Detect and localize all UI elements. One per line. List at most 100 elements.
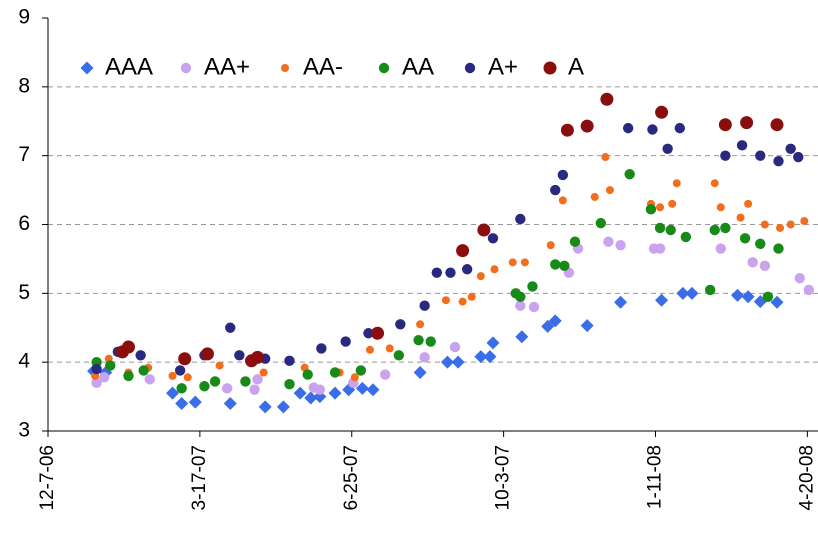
legend-label: AA- (303, 53, 343, 80)
point (461, 264, 473, 275)
point (477, 223, 491, 237)
point (558, 196, 567, 205)
point (515, 291, 526, 302)
point (595, 217, 607, 229)
point (284, 355, 295, 366)
point (487, 233, 499, 244)
point (284, 378, 295, 390)
series (115, 92, 784, 368)
y-tick-label: 7 (18, 143, 30, 166)
point (371, 326, 385, 340)
point (546, 241, 555, 250)
point (355, 365, 367, 376)
x-tick-label: 3-17-07 (189, 445, 210, 511)
point (773, 243, 784, 254)
point (580, 319, 594, 333)
point (425, 336, 436, 347)
series (87, 286, 784, 414)
point (508, 258, 517, 267)
x-tick-label: 1-11-08 (645, 445, 666, 509)
point (755, 150, 766, 161)
point (515, 330, 529, 344)
point (176, 383, 187, 394)
point (329, 367, 341, 378)
point (234, 350, 245, 361)
point (135, 350, 146, 361)
point (590, 192, 599, 201)
point (91, 363, 102, 375)
series (91, 122, 804, 376)
point (276, 400, 290, 414)
x-tick-label: 4-20-08 (796, 445, 817, 511)
point (413, 334, 424, 346)
point (98, 372, 110, 383)
point (770, 118, 784, 132)
point (385, 344, 394, 353)
point (209, 376, 221, 387)
point (614, 295, 628, 309)
point (178, 352, 192, 366)
point (760, 220, 769, 229)
point (548, 314, 562, 328)
point (680, 231, 692, 243)
legend-label: AA+ (204, 53, 250, 80)
point (776, 223, 785, 232)
legend-marker (281, 64, 289, 72)
point (168, 371, 177, 380)
point (731, 288, 745, 302)
point (304, 391, 318, 405)
point (759, 260, 771, 271)
point (603, 236, 614, 247)
point (645, 204, 657, 215)
point (474, 350, 488, 364)
point (363, 328, 374, 339)
y-tick-label: 8 (18, 74, 30, 97)
point (654, 222, 666, 234)
point (662, 143, 673, 154)
point (366, 383, 380, 397)
point (393, 350, 405, 361)
point (302, 369, 313, 380)
point (259, 368, 268, 377)
legend: AAA AA+ AA- AA A+ A (80, 53, 584, 80)
point (175, 396, 189, 410)
point (476, 272, 485, 281)
y-tick-label: 6 (18, 212, 30, 235)
point (144, 374, 155, 385)
point (527, 281, 538, 292)
point (755, 238, 766, 249)
point (656, 203, 665, 212)
point (740, 116, 754, 130)
x-tick-label: 12-7-06 (37, 445, 58, 511)
point (365, 345, 374, 354)
point (515, 300, 526, 311)
point (655, 293, 669, 307)
y-tick-label: 4 (18, 350, 30, 373)
point (431, 267, 442, 278)
point (786, 220, 795, 229)
x-tick-label: 10-3-07 (493, 445, 514, 511)
point (456, 244, 470, 258)
point (569, 236, 581, 247)
series (91, 236, 815, 395)
point (225, 322, 236, 333)
point (316, 343, 327, 354)
legend-label: AAA (105, 53, 153, 80)
point (762, 291, 774, 302)
point (413, 365, 427, 379)
point (803, 284, 815, 296)
point (580, 119, 594, 133)
point (483, 350, 497, 364)
point (654, 243, 666, 254)
point (251, 350, 265, 364)
point (559, 260, 570, 271)
y-tick-label: 9 (18, 6, 30, 29)
point (709, 224, 720, 236)
point (123, 370, 134, 382)
point (419, 352, 430, 363)
legend-marker (180, 62, 192, 74)
point (379, 369, 391, 380)
point (188, 395, 202, 409)
point (249, 384, 260, 395)
